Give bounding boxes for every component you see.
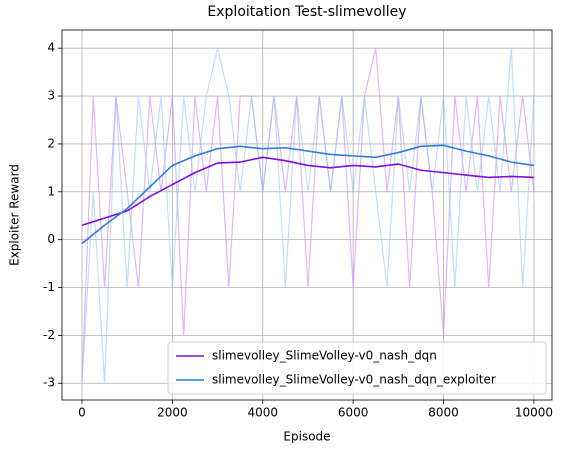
legend-label: slimevolley_SlimeVolley-v0_nash_dqn_expl…: [212, 373, 496, 387]
y-tick-label: -1: [43, 280, 55, 294]
legend-box: [167, 341, 547, 395]
y-axis-label: Exploiter Reward: [8, 164, 22, 266]
y-tick-label: -2: [43, 328, 55, 342]
x-tick-label: 2000: [157, 406, 188, 420]
y-tick-label: 4: [47, 41, 55, 55]
y-tick-label: -3: [43, 376, 55, 390]
plot-frame: [61, 29, 553, 401]
raw-line: [81, 48, 535, 384]
x-tick-label: 0: [78, 406, 86, 420]
legend-label: slimevolley_SlimeVolley-v0_nash_dqn: [212, 349, 437, 363]
x-tick-label: 4000: [247, 406, 278, 420]
raw-line: [81, 48, 535, 384]
y-tick-label: 1: [47, 184, 55, 198]
chart-title: Exploitation Test-slimevolley: [207, 4, 406, 20]
series-line: [81, 156, 534, 227]
x-tick-label: 6000: [338, 406, 369, 420]
y-tick-label: 0: [47, 232, 55, 246]
series-line: [81, 144, 535, 245]
x-tick-label: 8000: [428, 406, 459, 420]
x-axis-label: Episode: [283, 430, 330, 444]
x-tick-label: 10000: [515, 406, 553, 420]
y-tick-label: 3: [47, 89, 55, 103]
y-tick-label: 2: [47, 136, 55, 150]
